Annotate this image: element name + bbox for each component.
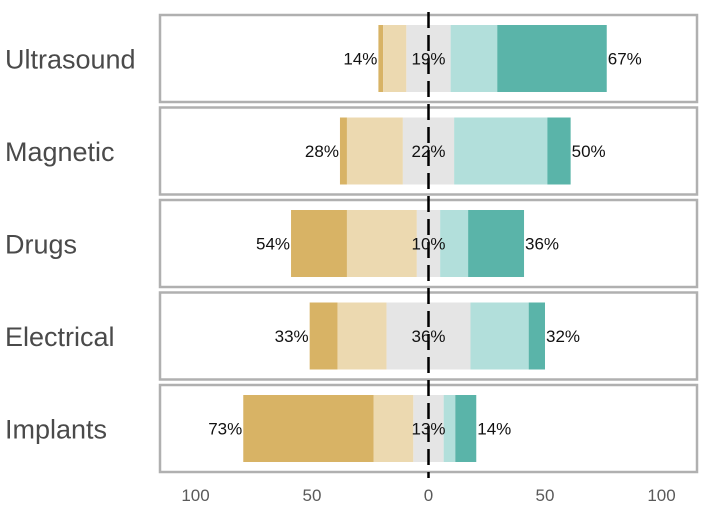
positive-percent-label: 14% xyxy=(477,420,511,439)
bar-segment xyxy=(373,395,414,462)
positive-percent-label: 32% xyxy=(546,327,580,346)
x-tick-label: 0 xyxy=(424,486,433,505)
category-label: Ultrasound xyxy=(5,45,136,75)
x-tick-label: 50 xyxy=(536,486,555,505)
x-tick-label: 50 xyxy=(303,486,322,505)
bar-segment xyxy=(528,302,545,370)
negative-percent-label: 33% xyxy=(275,327,309,346)
x-tick-label: 100 xyxy=(647,486,675,505)
bar-segment xyxy=(497,25,607,92)
bar-segment xyxy=(547,117,571,185)
neutral-percent-label: 13% xyxy=(411,420,445,439)
value-labels: 14% 19% 67% 28% 22% 50% 54% 10% 36% 33% 36% 32% 73% 1… xyxy=(208,50,642,439)
category-label: Drugs xyxy=(5,230,77,260)
positive-percent-label: 67% xyxy=(608,50,642,69)
bar-segment xyxy=(440,210,469,277)
bar-segment xyxy=(468,210,525,277)
category-label: Implants xyxy=(5,415,107,445)
neutral-percent-label: 10% xyxy=(411,235,445,254)
bar-segment xyxy=(443,395,456,462)
bar-segment xyxy=(383,25,407,92)
bar-segment xyxy=(378,25,384,92)
bar-segment xyxy=(346,210,417,277)
bar-segment xyxy=(346,117,403,185)
negative-percent-label: 28% xyxy=(305,142,339,161)
bar-segment xyxy=(470,302,529,370)
bar-segment xyxy=(337,302,387,370)
x-tick-label: 100 xyxy=(181,486,209,505)
category-label: Electrical xyxy=(5,322,115,352)
bar-segment xyxy=(291,210,347,277)
bar-segment xyxy=(339,117,347,185)
neutral-percent-label: 19% xyxy=(411,50,445,69)
bar-segment xyxy=(309,302,338,370)
neutral-percent-label: 22% xyxy=(411,142,445,161)
neutral-percent-label: 36% xyxy=(411,327,445,346)
positive-percent-label: 36% xyxy=(525,235,559,254)
category-labels: Ultrasound Magnetic Drugs Electrical Implant… xyxy=(5,45,136,445)
bar-segment xyxy=(454,117,548,185)
bar-segment xyxy=(455,395,477,462)
negative-percent-label: 54% xyxy=(256,235,290,254)
category-label: Magnetic xyxy=(5,137,115,167)
bar-segment xyxy=(450,25,498,92)
negative-percent-label: 14% xyxy=(343,50,377,69)
negative-percent-label: 73% xyxy=(208,420,242,439)
x-axis-ticks: 100 50 0 50 100 xyxy=(181,486,675,505)
bar-segment xyxy=(243,395,374,462)
positive-percent-label: 50% xyxy=(572,142,606,161)
